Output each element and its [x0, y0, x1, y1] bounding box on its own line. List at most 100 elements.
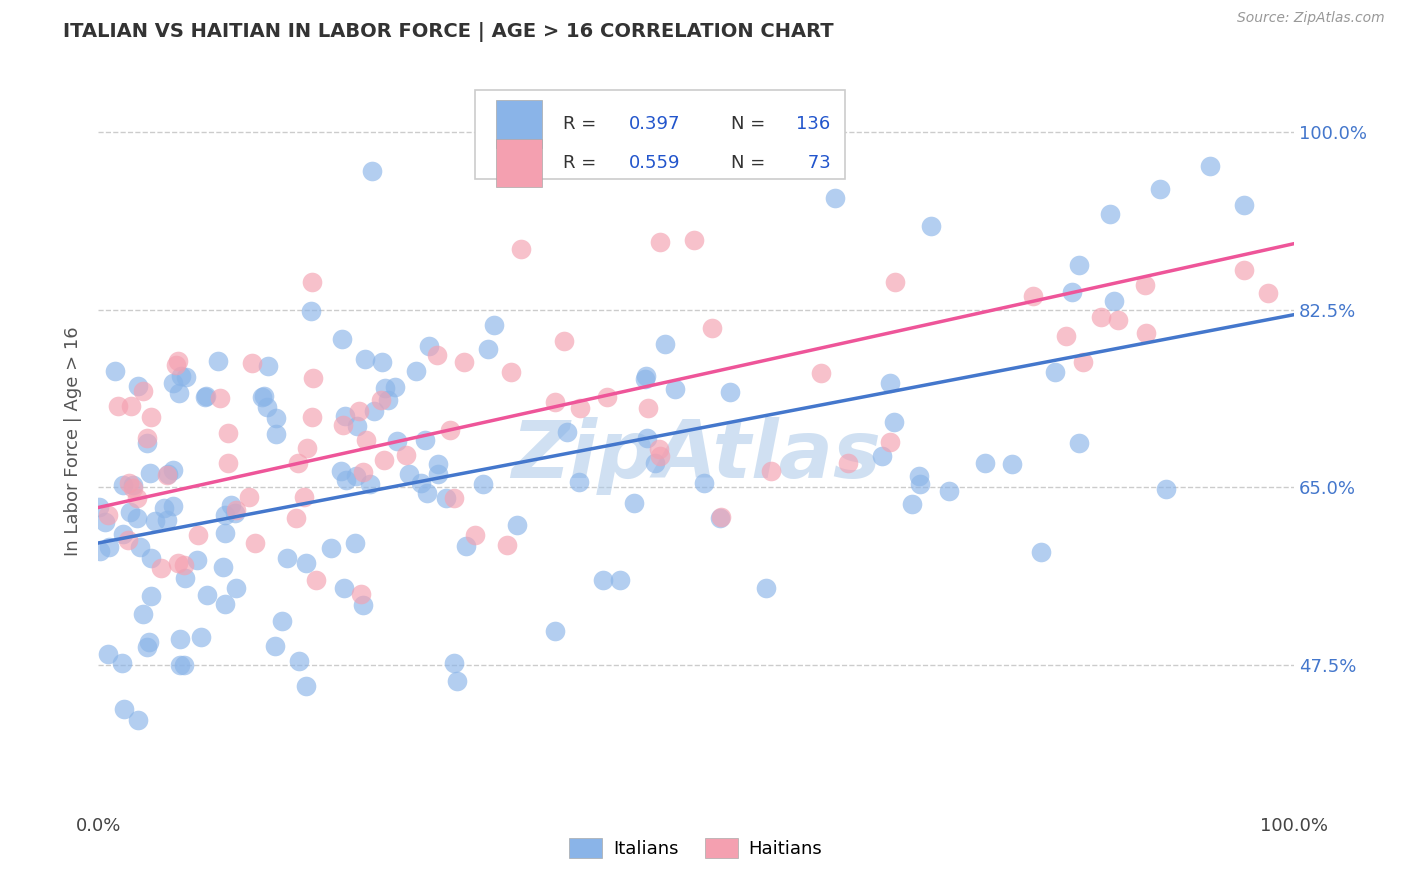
Point [263, 640, 285, 654]
Point [1233, 197, 1256, 211]
Text: R =: R = [564, 115, 602, 133]
Point [169, 657, 191, 672]
Point [288, 654, 311, 668]
Point [472, 477, 495, 491]
Point [162, 376, 184, 390]
Point [387, 434, 409, 449]
Point [1069, 258, 1091, 272]
Point [135, 640, 157, 654]
Point [112, 702, 135, 716]
Point [908, 468, 931, 483]
Legend: Italians, Haitians: Italians, Haitians [562, 830, 830, 865]
Point [373, 452, 395, 467]
Point [173, 558, 195, 572]
Point [901, 497, 924, 511]
Point [371, 355, 394, 369]
Point [384, 379, 406, 393]
Point [156, 468, 179, 483]
Point [139, 466, 162, 480]
Point [759, 464, 782, 478]
Point [623, 496, 645, 510]
Point [287, 457, 309, 471]
Point [1060, 285, 1083, 299]
Point [173, 657, 195, 672]
Point [495, 538, 517, 552]
Point [464, 528, 486, 542]
Point [169, 632, 191, 646]
Point [121, 478, 143, 492]
Point [194, 390, 217, 404]
Point [238, 490, 260, 504]
Point [1154, 483, 1177, 497]
Point [405, 364, 427, 378]
Point [110, 657, 132, 671]
Point [427, 467, 450, 481]
Point [127, 491, 149, 505]
Point [139, 409, 162, 424]
Point [141, 551, 163, 566]
Point [292, 490, 315, 504]
Point [824, 191, 846, 205]
Point [1031, 545, 1053, 559]
Point [104, 364, 127, 378]
Point [118, 476, 141, 491]
Point [214, 597, 236, 611]
Point [186, 552, 208, 566]
Point [295, 679, 318, 693]
Text: N =: N = [731, 115, 770, 133]
Point [1133, 277, 1156, 292]
Point [710, 510, 733, 524]
Point [330, 332, 353, 346]
Point [377, 393, 399, 408]
Point [221, 499, 243, 513]
Point [654, 336, 676, 351]
Point [165, 358, 187, 372]
Text: 0.559: 0.559 [628, 153, 681, 172]
Point [1098, 207, 1121, 221]
Text: R =: R = [564, 153, 602, 172]
Point [167, 556, 190, 570]
Point [225, 503, 247, 517]
Point [143, 515, 166, 529]
Point [195, 588, 218, 602]
Point [301, 276, 323, 290]
Text: ZipAtlas: ZipAtlas [510, 417, 882, 495]
Point [346, 418, 368, 433]
Point [112, 477, 135, 491]
Point [121, 481, 143, 495]
Point [138, 634, 160, 648]
Point [418, 339, 440, 353]
Point [973, 456, 995, 470]
Point [568, 475, 591, 490]
Point [117, 533, 139, 548]
Point [332, 418, 354, 433]
Point [553, 334, 575, 348]
Point [446, 674, 468, 689]
Point [319, 541, 342, 555]
Point [920, 219, 942, 234]
Point [477, 342, 499, 356]
Point [305, 574, 328, 588]
Point [634, 371, 657, 385]
Point [644, 456, 666, 470]
Point [883, 275, 905, 289]
Point [152, 500, 174, 515]
Point [129, 540, 152, 554]
Point [353, 352, 375, 367]
Point [173, 571, 195, 585]
Point [94, 515, 117, 529]
Point [156, 513, 179, 527]
Point [276, 551, 298, 566]
Point [264, 410, 287, 425]
Point [1233, 262, 1256, 277]
Point [252, 390, 274, 404]
Text: 0.397: 0.397 [628, 115, 681, 133]
Point [883, 415, 905, 429]
Point [131, 384, 153, 398]
Point [162, 499, 184, 513]
Point [426, 457, 449, 471]
Point [125, 510, 148, 524]
Point [352, 599, 374, 613]
Point [89, 543, 111, 558]
Point [224, 506, 246, 520]
